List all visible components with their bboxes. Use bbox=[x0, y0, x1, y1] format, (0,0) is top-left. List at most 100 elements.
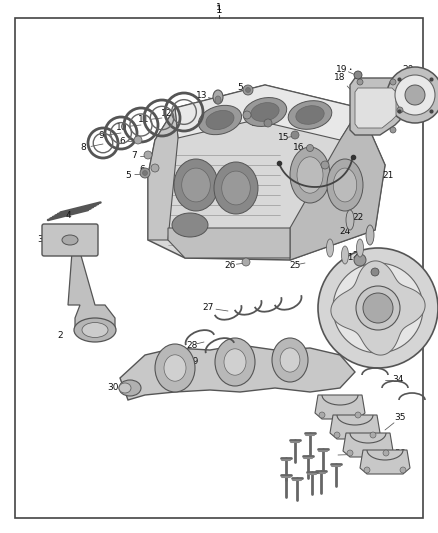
Text: 21: 21 bbox=[382, 171, 394, 180]
Ellipse shape bbox=[62, 235, 78, 245]
Ellipse shape bbox=[296, 106, 324, 124]
Text: 30: 30 bbox=[107, 384, 119, 392]
Ellipse shape bbox=[346, 210, 354, 230]
Text: 4: 4 bbox=[65, 211, 71, 220]
Text: 19: 19 bbox=[336, 64, 348, 74]
Polygon shape bbox=[175, 85, 360, 140]
Circle shape bbox=[307, 144, 314, 151]
Text: 18: 18 bbox=[334, 74, 346, 83]
Text: 25: 25 bbox=[290, 261, 301, 270]
Text: 10: 10 bbox=[116, 123, 128, 132]
Circle shape bbox=[354, 71, 362, 79]
Text: 14: 14 bbox=[230, 111, 241, 120]
Text: 1: 1 bbox=[215, 5, 223, 15]
Polygon shape bbox=[360, 450, 410, 474]
Ellipse shape bbox=[164, 355, 186, 381]
Text: 16: 16 bbox=[293, 143, 305, 152]
Circle shape bbox=[291, 131, 299, 139]
Circle shape bbox=[397, 107, 403, 113]
Circle shape bbox=[140, 168, 150, 178]
Ellipse shape bbox=[214, 162, 258, 214]
Ellipse shape bbox=[206, 110, 234, 130]
Text: 12: 12 bbox=[161, 109, 173, 118]
Ellipse shape bbox=[251, 103, 279, 122]
Ellipse shape bbox=[213, 90, 223, 104]
Ellipse shape bbox=[119, 380, 141, 396]
Text: 11: 11 bbox=[138, 116, 150, 125]
Ellipse shape bbox=[357, 239, 364, 257]
Text: 36: 36 bbox=[394, 448, 406, 457]
Ellipse shape bbox=[119, 383, 131, 393]
Text: 6: 6 bbox=[119, 138, 125, 147]
Circle shape bbox=[371, 268, 379, 276]
Ellipse shape bbox=[280, 348, 300, 372]
Polygon shape bbox=[68, 252, 115, 330]
Text: 8: 8 bbox=[80, 143, 86, 152]
Polygon shape bbox=[290, 108, 385, 260]
Circle shape bbox=[355, 412, 361, 418]
Ellipse shape bbox=[215, 338, 255, 386]
Circle shape bbox=[144, 151, 152, 159]
Circle shape bbox=[243, 111, 251, 119]
Text: 20: 20 bbox=[403, 64, 413, 74]
Ellipse shape bbox=[82, 322, 108, 337]
Text: 15: 15 bbox=[251, 119, 263, 128]
Text: 17: 17 bbox=[304, 160, 316, 169]
Ellipse shape bbox=[326, 239, 333, 257]
Ellipse shape bbox=[155, 344, 195, 392]
Text: 24: 24 bbox=[339, 228, 351, 237]
Ellipse shape bbox=[290, 147, 330, 203]
Polygon shape bbox=[350, 78, 400, 135]
Circle shape bbox=[357, 79, 363, 85]
Text: 2: 2 bbox=[57, 332, 63, 341]
Text: 7: 7 bbox=[131, 151, 137, 160]
Ellipse shape bbox=[182, 168, 210, 202]
Polygon shape bbox=[148, 108, 178, 240]
Ellipse shape bbox=[74, 318, 116, 342]
Polygon shape bbox=[148, 85, 385, 260]
Circle shape bbox=[264, 119, 272, 127]
Circle shape bbox=[354, 254, 366, 266]
Text: 3: 3 bbox=[37, 236, 43, 245]
Circle shape bbox=[383, 450, 389, 456]
Ellipse shape bbox=[215, 96, 221, 104]
Circle shape bbox=[242, 258, 250, 266]
Ellipse shape bbox=[198, 106, 242, 135]
Ellipse shape bbox=[327, 159, 363, 211]
Text: 15: 15 bbox=[278, 133, 290, 142]
Ellipse shape bbox=[174, 159, 218, 211]
Text: 22: 22 bbox=[353, 214, 364, 222]
Ellipse shape bbox=[297, 157, 323, 193]
Ellipse shape bbox=[172, 213, 208, 237]
Text: 33: 33 bbox=[389, 286, 401, 295]
Circle shape bbox=[364, 467, 370, 473]
Circle shape bbox=[142, 171, 148, 175]
Circle shape bbox=[321, 161, 329, 169]
Text: 1: 1 bbox=[216, 4, 222, 12]
Text: 32: 32 bbox=[354, 269, 366, 278]
Circle shape bbox=[400, 467, 406, 473]
Circle shape bbox=[363, 293, 393, 323]
Circle shape bbox=[151, 164, 159, 172]
Text: 14: 14 bbox=[310, 163, 321, 172]
Ellipse shape bbox=[272, 338, 308, 382]
Ellipse shape bbox=[243, 98, 287, 126]
Circle shape bbox=[405, 85, 425, 105]
Circle shape bbox=[243, 85, 253, 95]
Circle shape bbox=[390, 127, 396, 133]
Text: 5: 5 bbox=[125, 171, 131, 180]
Text: 13: 13 bbox=[196, 92, 208, 101]
Ellipse shape bbox=[288, 101, 332, 130]
Circle shape bbox=[318, 248, 438, 368]
Text: 26: 26 bbox=[224, 261, 236, 270]
Circle shape bbox=[356, 286, 400, 330]
Text: 29: 29 bbox=[187, 358, 199, 367]
Circle shape bbox=[347, 450, 353, 456]
Polygon shape bbox=[120, 345, 355, 400]
Text: 5: 5 bbox=[237, 84, 243, 93]
Circle shape bbox=[370, 432, 376, 438]
Circle shape bbox=[319, 412, 325, 418]
Ellipse shape bbox=[342, 246, 349, 264]
Circle shape bbox=[334, 432, 340, 438]
Text: 9: 9 bbox=[98, 132, 104, 141]
